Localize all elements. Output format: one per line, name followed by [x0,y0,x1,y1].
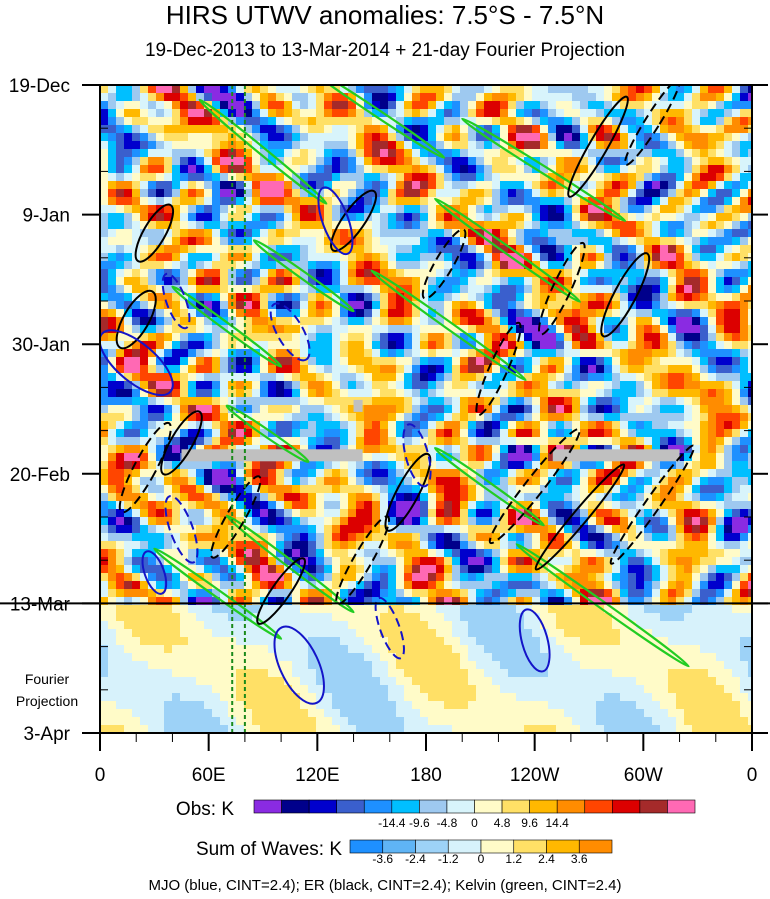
missing-data-bar [552,449,680,462]
legend-obs-swatch [667,799,696,814]
x-tick-label: 0 [747,765,758,786]
er-contour [384,452,432,532]
legend-obs-title: Obs: K [176,799,234,820]
er-contour [256,557,306,625]
legend-obs-tick-label: 9.6 [521,816,538,830]
y-tick-label: 13-Mar [10,594,71,615]
kelvin-contour [433,446,545,527]
er-contour [538,241,586,336]
mjo-contour [317,186,354,256]
legend-waves-swatch [578,839,613,854]
mjo-contour [269,302,311,362]
er-contour [160,410,203,476]
legend-obs-swatch [556,799,586,814]
x-tick-label: 120W [510,765,560,786]
er-contour [210,475,262,559]
y-tick-label: 3-Apr [24,724,71,745]
legend-obs-swatch [446,799,475,814]
kelvin-contour [171,285,283,368]
er-contour [115,289,157,350]
legend-waves-tick-label: 2.4 [538,852,555,866]
chart-subtitle: 19-Dec-2013 to 13-Mar-2014 + 21-day Four… [144,40,625,61]
legend-obs-tick-label: -4.8 [437,816,458,830]
er-contour [488,428,581,545]
legend-obs-tick-label: 14.4 [546,816,570,830]
legend-obs-swatch [281,799,310,814]
x-tick-label: 180 [410,765,442,786]
kelvin-contour [461,117,627,223]
legend-obs-swatch [363,799,393,814]
mjo-contour [141,550,168,595]
er-contour [421,228,467,300]
chart-title: HIRS UTWV anomalies: 7.5°S - 7.5°N [165,0,605,30]
legend-obs-swatch [391,799,420,814]
mjo-contour [161,272,191,330]
legend-obs-swatch [612,799,641,814]
er-contour [600,252,651,338]
y-tick-label: 19-Dec [9,76,70,97]
missing-data-bar [181,449,363,462]
kelvin-contour [225,514,355,614]
legend-obs-swatch [253,799,282,814]
x-tick-label: 120E [295,765,339,786]
er-contour [134,203,175,263]
er-contour [118,421,172,514]
legend-obs-swatch [336,799,365,814]
y-tick-label: 20-Feb [10,465,70,486]
legend-waves-tick-label: 0 [478,852,485,866]
legend-waves-tick-label: -1.2 [438,852,459,866]
kelvin-contour [433,197,582,303]
legend-waves-tick-label: -3.6 [372,852,393,866]
legend-obs-tick-label: 0 [471,816,478,830]
kelvin-contour [153,547,283,640]
legend-obs-swatch [419,799,448,814]
er-contour [567,95,629,198]
kelvin-contour [515,543,690,668]
axes: 19-Dec 9-Jan 30-Jan 20-Feb 13-Mar 3-Apr 0 60E 12… [9,76,768,786]
mjo-contour [273,625,325,705]
er-contour [330,189,378,252]
mjo-contour [164,495,199,564]
legend-obs-tick-label: 4.8 [494,816,511,830]
legend-obs-tick-label: -14.4 [378,816,406,830]
legend-waves-title: Sum of Waves: K [196,839,342,860]
fourier-projection-label: Fourier [25,671,70,687]
legend-obs-swatch [584,799,613,814]
kelvin-contour [198,98,328,205]
kelvin-contour [252,239,355,313]
legend-obs-swatch [474,799,503,814]
legend-waves-tick-label: 3.6 [571,852,588,866]
kelvin-contour [370,269,527,382]
mjo-contour [518,608,551,673]
er-contour [609,444,696,565]
kelvin-contour [307,85,446,159]
legend-waves-tick-label: -2.4 [405,852,426,866]
x-tick-label: 60W [624,765,663,786]
x-tick-label: 0 [95,765,106,786]
missing-data-bar [353,399,363,412]
er-contour [475,321,522,417]
er-contour [335,515,390,606]
mjo-contour [100,329,174,397]
mjo-contour [402,423,432,488]
footnote: MJO (blue, CINT=2.4); ER (black, CINT=2.… [148,877,622,894]
legend-waves-tick-label: 1.2 [505,852,522,866]
x-tick-label: 60E [192,765,226,786]
legend-obs-swatch [501,799,530,814]
fourier-projection-label: Projection [16,693,78,709]
mjo-contour [374,596,405,660]
er-contour [534,463,626,571]
legend-obs-swatch [308,799,337,814]
legend-obs-tick-label: -9.6 [409,816,430,830]
kelvin-contour [225,404,310,464]
anomaly-heatmap [100,85,752,733]
y-tick-label: 9-Jan [22,206,70,227]
legends: -14.4 -9.6 -4.8 0 4.8 9.6 14.4 Obs: K -3.6 -2.4 -1… [176,799,696,866]
y-tick-label: 30-Jan [12,335,70,356]
legend-obs-swatch [529,799,558,814]
legend-obs-swatch [639,799,668,814]
